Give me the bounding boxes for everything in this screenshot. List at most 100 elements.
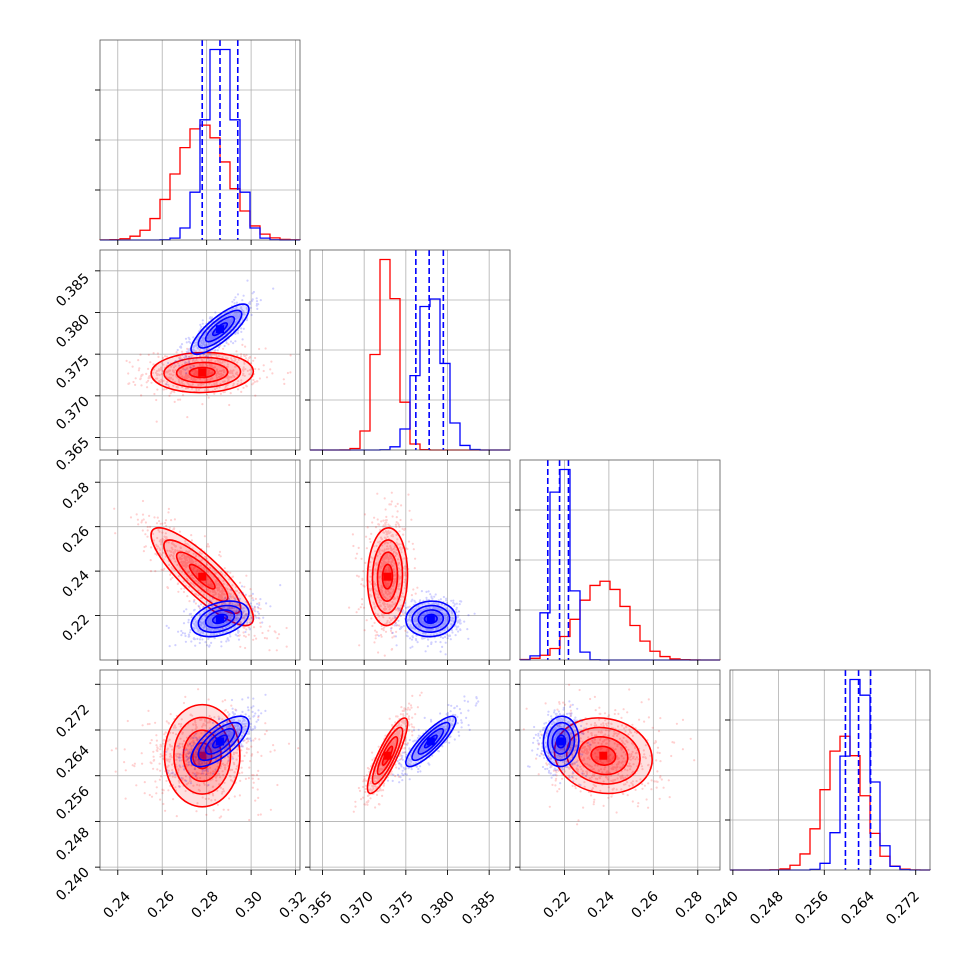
scatter-point: [254, 367, 257, 371]
scatter-point: [250, 313, 253, 317]
scatter-point: [236, 354, 239, 357]
scatter-point: [254, 737, 257, 740]
scatter-point: [473, 612, 476, 615]
scatter-point: [373, 621, 376, 625]
histogram-panel: [305, 249, 511, 455]
scatter-point: [415, 639, 418, 642]
scatter-point: [179, 371, 182, 374]
scatter-point: [211, 596, 214, 599]
scatter-point: [182, 610, 186, 613]
scatter-point: [242, 631, 245, 634]
scatter-point: [377, 523, 380, 526]
scatter-point: [192, 736, 195, 740]
scatter-point: [253, 634, 256, 637]
scatter-point: [184, 361, 187, 364]
scatter-point: [394, 505, 397, 508]
scatter-point: [259, 299, 262, 302]
scatter-point: [439, 598, 442, 601]
scatter-point: [210, 354, 213, 357]
scatter-point: [205, 355, 208, 358]
scatter-point: [217, 359, 220, 363]
scatter-point: [283, 382, 286, 385]
scatter-point: [146, 525, 149, 529]
scatter-point: [145, 381, 148, 384]
scatter-point: [163, 567, 166, 571]
scatter-point: [230, 588, 233, 591]
scatter-point: [156, 746, 159, 749]
scatter-point: [190, 376, 193, 379]
scatter-point: [186, 367, 189, 370]
scatter-point: [414, 557, 417, 560]
scatter-point: [207, 698, 210, 701]
scatter-point: [160, 366, 163, 369]
scatter-point: [357, 546, 360, 550]
scatter-point: [188, 631, 192, 634]
scatter-point: [262, 369, 265, 373]
scatter-point: [348, 606, 351, 609]
scatter-point: [204, 603, 207, 607]
scatter-point: [170, 519, 173, 522]
scatter-point: [262, 616, 265, 619]
scatter-point: [177, 378, 180, 381]
scatter-point: [390, 500, 393, 503]
scatter-point: [146, 723, 149, 726]
scatter-point: [148, 375, 151, 378]
scatter-point: [204, 362, 207, 365]
scatter-point: [241, 771, 244, 774]
scatter-point: [457, 630, 460, 633]
scatter-point: [162, 388, 165, 391]
scatter-point: [400, 625, 403, 629]
scatter-point: [153, 392, 156, 396]
scatter-point: [452, 601, 455, 604]
scatter-point: [161, 356, 165, 359]
scatter-point: [224, 387, 227, 390]
scatter-point: [411, 598, 414, 601]
scatter-point: [233, 597, 237, 600]
scatter-point: [201, 772, 204, 775]
scatter-point: [147, 379, 150, 382]
scatter-point: [181, 631, 184, 635]
scatter-point: [158, 520, 161, 523]
scatter-point: [175, 351, 178, 354]
scatter-point: [179, 372, 182, 376]
scatter-point: [193, 373, 196, 376]
scatter-point: [172, 384, 175, 387]
scatter-point: [184, 695, 187, 699]
scatter-point: [247, 633, 250, 636]
scatter-point: [262, 364, 265, 367]
scatter-point: [282, 378, 285, 381]
scatter-point: [181, 375, 184, 378]
scatter-point: [187, 376, 190, 379]
scatter-point: [185, 373, 188, 376]
scatter-point: [193, 637, 196, 641]
scatter-point: [279, 584, 282, 587]
scatter-point: [188, 362, 191, 365]
scatter-point: [194, 370, 197, 373]
scatter-point: [173, 362, 176, 365]
scatter-point: [201, 362, 204, 365]
scatter-point: [259, 607, 262, 610]
scatter-point: [184, 368, 187, 371]
scatter-point: [219, 555, 222, 558]
scatter-point: [427, 638, 430, 641]
scatter-point: [233, 375, 236, 378]
scatter-point: [398, 607, 401, 610]
scatter-point: [140, 384, 143, 387]
scatter-point: [168, 377, 171, 380]
scatter-point: [242, 353, 246, 356]
scatter-point: [214, 349, 217, 352]
scatter-point: [242, 327, 245, 330]
scatter-point: [179, 370, 182, 374]
scatter-point: [187, 360, 190, 363]
scatter-point: [166, 380, 169, 384]
scatter-point: [148, 793, 151, 797]
scatter-point: [173, 527, 176, 531]
scatter-point: [177, 590, 180, 593]
scatter-point: [226, 711, 229, 714]
scatter-point: [240, 353, 243, 356]
scatter-point: [194, 378, 197, 381]
scatter-point: [363, 513, 367, 516]
scatter-point: [455, 602, 458, 605]
scatter-point: [201, 319, 204, 322]
scatter-point: [243, 634, 246, 637]
